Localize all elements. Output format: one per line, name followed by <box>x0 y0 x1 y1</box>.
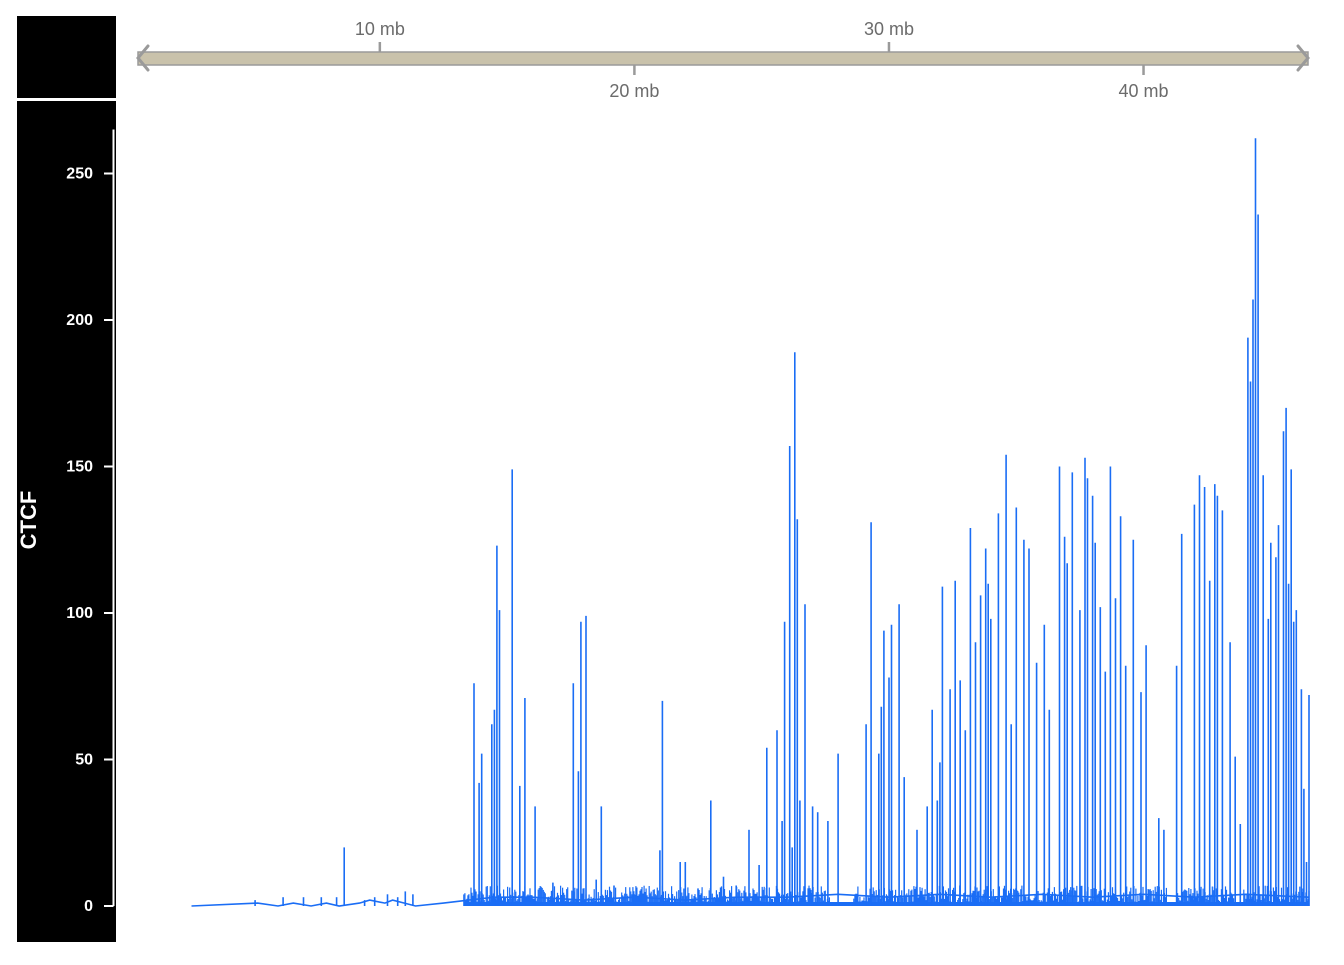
y-tick-label: 250 <box>66 166 93 183</box>
genome-tick-label: 10 mb <box>355 19 405 39</box>
axis-right-arrow <box>1296 44 1310 72</box>
y-tick-label: 50 <box>75 752 93 769</box>
y-axis: 0 50 100 150 200 250 <box>66 129 115 915</box>
y-tick-label: 200 <box>66 312 93 329</box>
y-tick-label: 100 <box>66 605 93 622</box>
signal-floor-band <box>463 902 1309 906</box>
axis-left-arrow <box>136 44 150 72</box>
axis-title-panel <box>17 16 116 98</box>
genome-tick-label: 30 mb <box>864 19 914 39</box>
data-series <box>191 138 1310 907</box>
genome-tick-label: 20 mb <box>609 81 659 101</box>
genome-axis: 10 mb 20 mb 30 mb 40 mb <box>136 19 1310 101</box>
genome-tick-label: 40 mb <box>1119 81 1169 101</box>
y-tick-label: 0 <box>84 898 93 915</box>
track-title-panel <box>17 101 116 942</box>
track-title: CTCF <box>16 491 41 550</box>
y-tick-label: 150 <box>66 459 93 476</box>
genome-axis-bar <box>137 51 1309 66</box>
